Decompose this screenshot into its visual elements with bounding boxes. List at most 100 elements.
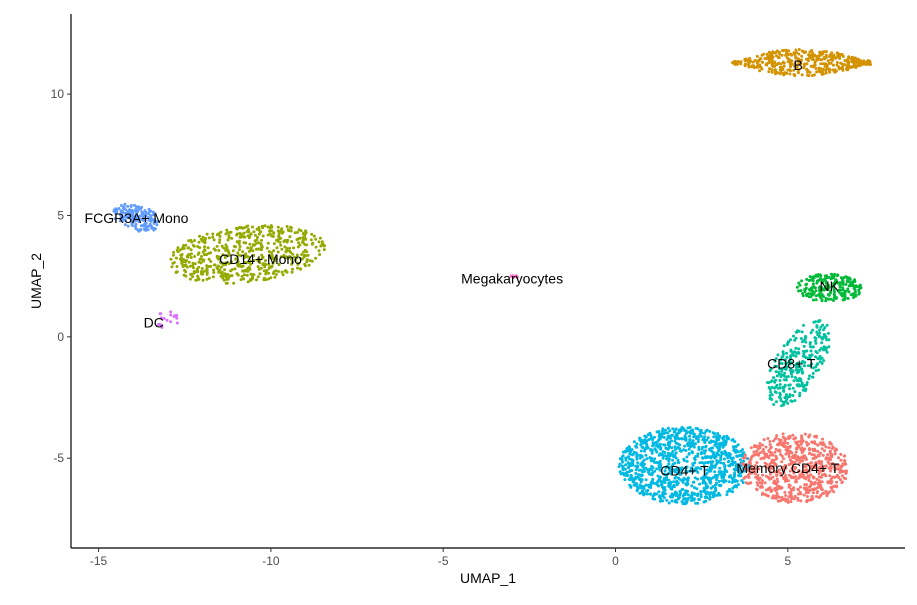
- data-point: [197, 240, 201, 244]
- data-point: [839, 458, 843, 462]
- data-point: [827, 446, 831, 450]
- data-point: [806, 73, 810, 77]
- data-point: [774, 69, 777, 73]
- data-point: [636, 475, 640, 479]
- data-point: [193, 262, 197, 266]
- data-point: [785, 343, 789, 346]
- data-point: [819, 441, 823, 445]
- data-point: [727, 464, 731, 468]
- data-point: [639, 443, 643, 447]
- data-point: [699, 451, 703, 454]
- data-point: [623, 478, 627, 482]
- data-point: [810, 362, 814, 366]
- data-point: [832, 299, 835, 302]
- data-point: [830, 488, 834, 492]
- data-point: [767, 50, 771, 54]
- data-point: [272, 242, 276, 246]
- data-point: [796, 57, 800, 61]
- data-point: [666, 435, 670, 439]
- data-point: [826, 287, 830, 291]
- data-point: [835, 296, 838, 300]
- data-point: [819, 465, 823, 469]
- data-point: [699, 495, 703, 499]
- data-point: [720, 452, 724, 456]
- data-point: [314, 256, 318, 260]
- data-point: [811, 328, 815, 332]
- data-point: [754, 65, 758, 69]
- data-point: [674, 490, 678, 494]
- data-point: [733, 473, 737, 477]
- data-point: [654, 482, 658, 485]
- data-point: [827, 345, 831, 349]
- data-point: [813, 339, 817, 343]
- data-point: [119, 209, 123, 213]
- data-point: [126, 224, 130, 228]
- data-point: [295, 253, 299, 257]
- data-point: [769, 390, 773, 394]
- data-point: [715, 481, 718, 485]
- data-point: [792, 497, 796, 501]
- data-point: [243, 255, 247, 259]
- data-point: [835, 485, 838, 489]
- data-point: [126, 204, 130, 208]
- data-point: [811, 51, 815, 55]
- data-point: [683, 444, 687, 448]
- data-point: [228, 230, 232, 234]
- data-point: [734, 484, 738, 488]
- cluster-points: [795, 272, 863, 303]
- data-point: [638, 436, 642, 440]
- data-point: [115, 210, 119, 214]
- cluster-labels: B FCGR3A+ Mono CD14+ Mono DC Megakaryocytes N…: [85, 57, 840, 478]
- data-point: [810, 496, 814, 500]
- data-point: [760, 443, 764, 447]
- data-point: [807, 479, 811, 482]
- data-point: [808, 341, 812, 345]
- data-point: [292, 246, 296, 250]
- data-point: [133, 203, 136, 207]
- data-point: [209, 264, 213, 268]
- data-point: [806, 70, 809, 74]
- data-point: [184, 274, 188, 278]
- data-point: [803, 290, 807, 294]
- data-point: [172, 253, 175, 257]
- data-point: [836, 54, 840, 58]
- data-point: [688, 441, 692, 445]
- data-point: [824, 55, 828, 59]
- data-point: [823, 449, 826, 453]
- data-point: [203, 240, 207, 244]
- data-point: [225, 276, 229, 280]
- data-point: [236, 260, 240, 264]
- data-point: [788, 72, 792, 76]
- data-point: [809, 354, 813, 358]
- data-point: [682, 476, 686, 480]
- data-point: [266, 233, 270, 237]
- data-point: [806, 356, 810, 360]
- data-point: [680, 467, 684, 471]
- data-point: [845, 275, 849, 279]
- data-point: [681, 487, 685, 491]
- data-point: [820, 281, 824, 285]
- data-point: [246, 227, 250, 231]
- data-point: [261, 226, 265, 230]
- data-point: [223, 268, 227, 272]
- data-point: [238, 248, 241, 252]
- data-point: [119, 216, 123, 220]
- data-point: [783, 383, 787, 387]
- data-point: [784, 499, 788, 503]
- data-point: [203, 237, 207, 241]
- data-point: [749, 446, 753, 450]
- data-point: [638, 438, 642, 442]
- data-point: [179, 253, 183, 257]
- data-point: [773, 60, 777, 64]
- data-point: [249, 246, 253, 250]
- data-point: [857, 285, 861, 288]
- data-point: [779, 69, 783, 73]
- data-point: [207, 251, 211, 255]
- data-point: [650, 464, 654, 468]
- data-point: [828, 442, 832, 446]
- data-point: [800, 279, 804, 283]
- data-point: [778, 52, 781, 56]
- data-point: [687, 496, 691, 500]
- data-point: [287, 229, 291, 233]
- data-point: [714, 441, 718, 445]
